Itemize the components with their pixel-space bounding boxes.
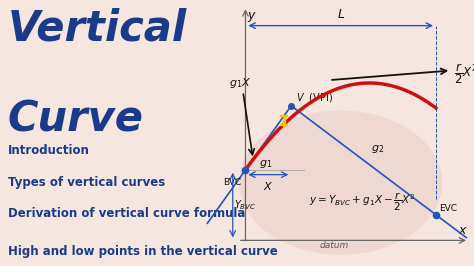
Text: BVC: BVC <box>223 178 242 187</box>
Ellipse shape <box>239 111 442 255</box>
Text: $x$: $x$ <box>458 224 468 237</box>
Text: $y$: $y$ <box>247 10 256 24</box>
Text: $L$: $L$ <box>337 8 345 21</box>
Text: $Y_{BVC}$: $Y_{BVC}$ <box>234 198 256 212</box>
Text: datum: datum <box>320 241 349 250</box>
Text: Curve: Curve <box>8 98 144 140</box>
Text: High and low points in the vertical curve: High and low points in the vertical curv… <box>8 245 278 258</box>
Text: Introduction: Introduction <box>8 144 90 157</box>
Text: $y = Y_{BVC} + g_1 X - \dfrac{r}{2} X^2$: $y = Y_{BVC} + g_1 X - \dfrac{r}{2} X^2$ <box>309 191 415 213</box>
Text: $V$  (VPI): $V$ (VPI) <box>296 91 333 104</box>
Text: Vertical: Vertical <box>8 8 187 50</box>
Text: Derivation of vertical curve formula: Derivation of vertical curve formula <box>8 207 246 221</box>
Text: $g_1 X$: $g_1 X$ <box>229 76 252 90</box>
Text: $g_1$: $g_1$ <box>259 158 273 170</box>
Text: EVC: EVC <box>439 204 457 213</box>
Text: $g_2$: $g_2$ <box>371 143 384 155</box>
Text: Types of vertical curves: Types of vertical curves <box>8 176 165 189</box>
Text: $\dfrac{r}{2}X^2$: $\dfrac{r}{2}X^2$ <box>454 61 474 86</box>
Text: $X$: $X$ <box>263 180 273 192</box>
